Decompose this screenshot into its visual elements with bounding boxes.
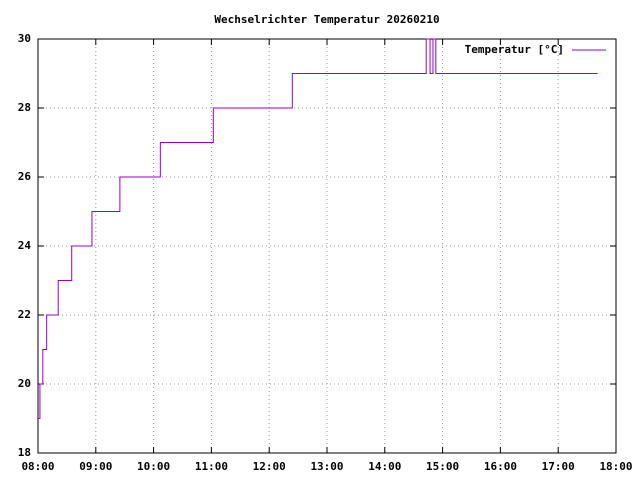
x-tick-label: 16:00 <box>484 460 517 473</box>
y-tick-label: 28 <box>18 101 31 114</box>
x-tick-label: 09:00 <box>79 460 112 473</box>
legend-label: Temperatur [°C] <box>465 43 564 56</box>
data-line <box>38 38 598 419</box>
x-tick-label: 12:00 <box>253 460 286 473</box>
x-tick-label: 13:00 <box>310 460 343 473</box>
chart-title: Wechselrichter Temperatur 20260210 <box>214 13 439 26</box>
y-tick-label: 30 <box>18 32 31 45</box>
x-tick-label: 14:00 <box>368 460 401 473</box>
plot-frame <box>37 38 617 454</box>
x-tick-label: 10:00 <box>137 460 170 473</box>
y-tick-label: 24 <box>18 239 32 252</box>
x-tick-label: 17:00 <box>542 460 575 473</box>
x-tick-label: 15:00 <box>426 460 459 473</box>
y-tick-label: 18 <box>18 446 31 459</box>
x-tick-label: 18:00 <box>599 460 632 473</box>
y-tick-label: 22 <box>18 308 31 321</box>
y-tick-label: 20 <box>18 377 31 390</box>
y-tick-label: 26 <box>18 170 32 183</box>
x-tick-label: 08:00 <box>21 460 54 473</box>
x-tick-label: 11:00 <box>195 460 228 473</box>
